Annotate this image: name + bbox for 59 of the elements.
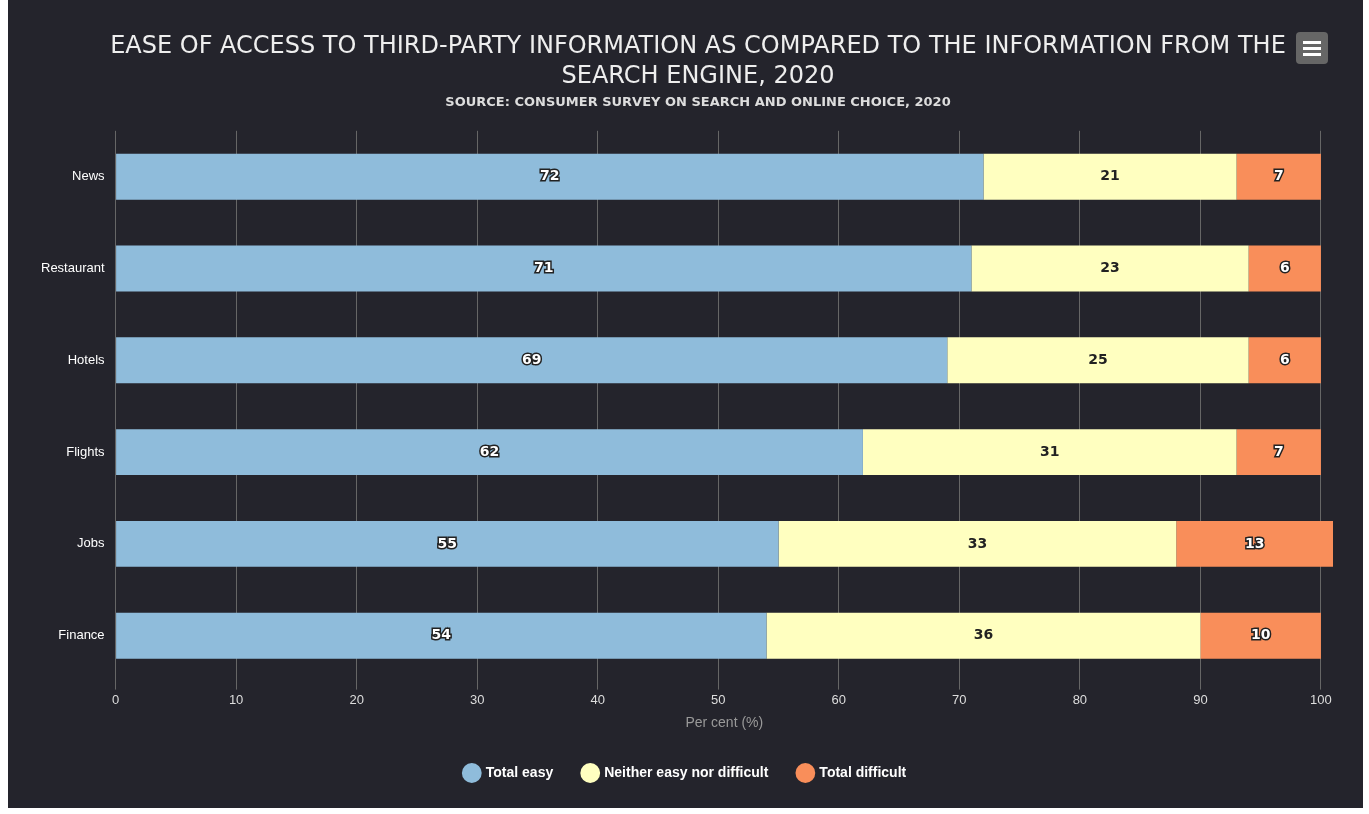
y-tick-label: Jobs (77, 535, 106, 551)
data-label: 54 (431, 626, 452, 643)
y-tick-label: Finance (58, 627, 105, 643)
data-label: 72 (540, 167, 560, 184)
data-label: 6 (1279, 259, 1290, 276)
bar (1248, 245, 1321, 292)
bar (766, 612, 1201, 659)
chart-title: EASE OF ACCESS TO THIRD-PARTY INFORMATION AS COMPARED TO THE INFORMATION FROM THE SEARCH ENGINE, 2020 (109, 30, 1287, 90)
x-tick-label: 70 (952, 691, 967, 707)
x-axis-title: Per cent (%) (685, 714, 764, 731)
data-label: 69 (521, 350, 542, 367)
data-label: 13 (1244, 534, 1265, 551)
x-tick-label: 0 (111, 691, 120, 707)
bar (971, 245, 1249, 292)
data-label: 62 (479, 442, 500, 459)
data-label: 36 (973, 626, 994, 643)
data-label: 23 (1100, 259, 1120, 276)
data-label: 10 (1250, 626, 1271, 643)
bar (116, 245, 972, 292)
x-tick-label: 50 (711, 691, 726, 707)
data-label: 31 (1040, 442, 1060, 459)
x-tick-label: 30 (469, 691, 485, 707)
x-tick-label: 20 (349, 691, 364, 707)
legend-label: Neither easy nor difficult (604, 763, 769, 780)
bar (983, 153, 1237, 200)
bar (1176, 520, 1333, 567)
x-tick-label: 60 (831, 691, 847, 707)
x-tick-label: 100 (1310, 691, 1332, 707)
data-label: 33 (967, 534, 988, 551)
legend-label: Total easy (485, 763, 554, 780)
x-tick-label: 80 (1072, 691, 1088, 707)
bar (116, 337, 948, 384)
data-label: 71 (534, 259, 554, 276)
x-tick-label: 40 (590, 691, 605, 707)
bar (116, 520, 779, 567)
data-label: 6 (1279, 350, 1290, 367)
bar (1200, 612, 1321, 659)
data-label: 7 (1273, 442, 1284, 459)
bar (116, 429, 863, 476)
data-label: 21 (1100, 167, 1120, 184)
x-tick-label: 90 (1193, 691, 1208, 707)
y-tick-label: News (72, 168, 106, 184)
chart-subtitle: SOURCE: CONSUMER SURVEY ON SEARCH AND ONLINE CHOICE, 2020 (444, 94, 952, 109)
data-label: 7 (1273, 167, 1284, 184)
bar (116, 153, 984, 200)
y-tick-label: Hotels (67, 351, 106, 367)
y-tick-label: Restaurant (41, 260, 105, 276)
y-tick-label: Flights (66, 443, 106, 459)
bar (947, 337, 1249, 384)
data-label: 55 (437, 534, 458, 551)
data-label: 25 (1088, 350, 1108, 367)
legend-label: Total difficult (819, 763, 907, 780)
bar (1236, 153, 1321, 200)
bar (1236, 429, 1321, 476)
bar (778, 520, 1177, 567)
bar (116, 612, 767, 659)
bar (862, 429, 1237, 476)
bar (1248, 337, 1321, 384)
x-tick-label: 10 (228, 691, 244, 707)
